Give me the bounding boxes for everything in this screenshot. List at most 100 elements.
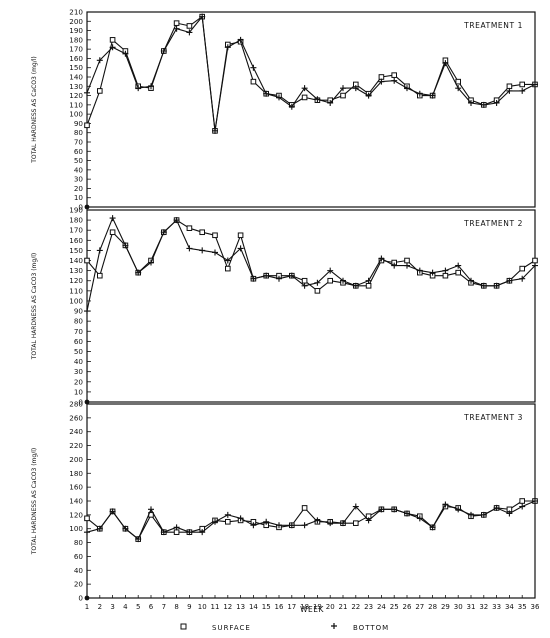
x-tick-label: 8: [174, 603, 178, 611]
bottom-point: [468, 511, 474, 518]
surface-point: [519, 265, 526, 272]
y-axis-label: TOTAL HARDNESS AS CaCO3 (mg/l): [31, 448, 38, 556]
y-tick-label: 80: [74, 317, 84, 326]
surface-point: [84, 515, 90, 522]
surface-point: [97, 272, 103, 279]
bottom-point: [237, 36, 244, 43]
y-axis-label: TOTAL HARDNESS AS CaCO3 (mg/l): [31, 56, 38, 164]
bottom-point: [84, 89, 90, 96]
y-tick-label: 160: [69, 54, 83, 63]
x-tick-label: 23: [364, 603, 373, 611]
surface-point: [532, 257, 538, 264]
surface-point: [365, 282, 372, 289]
origin-dot: [84, 399, 90, 405]
bottom-point: [416, 515, 423, 522]
y-tick-label: 10: [74, 193, 84, 202]
legend: SURFACE BOTTOM: [180, 623, 389, 632]
y-tick-label: 160: [69, 236, 83, 245]
y-tick-label: 200: [69, 17, 83, 26]
bottom-point: [224, 44, 231, 51]
bottom-point: [314, 517, 321, 524]
y-tick-label: 120: [69, 91, 83, 100]
surface-point: [250, 78, 257, 85]
bottom-point: [288, 522, 295, 529]
x-tick-label: 6: [149, 603, 154, 611]
bottom-point: [250, 275, 257, 282]
bottom-line: [86, 217, 536, 312]
bottom-point: [122, 50, 129, 57]
bottom-point: [468, 100, 474, 106]
x-tick-label: 29: [441, 603, 450, 611]
y-tick-label: 20: [74, 377, 84, 386]
bottom-point: [288, 272, 295, 279]
bottom-point: [109, 215, 116, 222]
bottom-point: [340, 520, 346, 527]
bottom-point: [263, 272, 270, 279]
y-tick-label: 10: [74, 387, 84, 396]
y-tick-label: 120: [69, 276, 83, 285]
bottom-point: [480, 282, 487, 289]
y-tick-label: 140: [69, 73, 83, 82]
y-tick-label: 50: [74, 347, 84, 356]
bottom-point: [404, 85, 410, 92]
bottom-point: [468, 277, 474, 284]
y-tick-label: 180: [69, 469, 83, 478]
bottom-point: [122, 525, 129, 532]
y-tick-label: 20: [74, 184, 84, 193]
x-tick-label: 22: [351, 603, 360, 611]
legend-bottom-label: BOTTOM: [353, 624, 389, 632]
y-tick-label: 100: [69, 296, 83, 305]
surface-point: [109, 37, 116, 43]
y-tick-label: 40: [74, 357, 84, 366]
bottom-point: [148, 259, 154, 266]
y-tick-label: 0: [78, 398, 83, 407]
y-tick-label: 220: [69, 441, 83, 450]
bottom-point: [391, 77, 398, 84]
x-tick-label: 25: [390, 603, 399, 611]
x-tick-label: 18: [300, 603, 309, 611]
surface-point: [391, 72, 397, 78]
bottom-point: [519, 503, 526, 510]
surface-point: [455, 269, 461, 276]
panel-treatment-2: TOTAL HARDNESS AS CaCO3 (mg/l) TREATMENT…: [31, 206, 538, 407]
x-axis-label: WEEK: [300, 605, 324, 614]
x-tick-label: 15: [262, 603, 271, 611]
y-tick-label: 190: [69, 206, 83, 215]
bottom-point: [506, 277, 513, 284]
bottom-line: [86, 16, 536, 132]
bottom-point: [212, 127, 218, 134]
surface-point: [173, 20, 180, 26]
bottom-point: [160, 229, 167, 236]
y-tick-label: 70: [74, 138, 84, 147]
bottom-point: [224, 257, 231, 264]
bottom-point: [135, 269, 142, 276]
bottom-point: [148, 506, 154, 513]
x-tick-label: 5: [136, 603, 140, 611]
x-tick-label: 10: [198, 603, 207, 611]
y-tick-label: 30: [74, 367, 84, 376]
bottom-point: [327, 520, 334, 527]
bottom-point: [250, 522, 257, 529]
x-tick-label: 30: [454, 603, 463, 611]
x-tick-label: 17: [287, 603, 296, 611]
y-tick-label: 100: [69, 524, 83, 533]
bottom-point: [352, 503, 359, 510]
y-tick-label: 180: [69, 216, 83, 225]
y-axis-ticks: 0 20 40 60 80 100 120 140 160 180 200 220 240 260 280: [69, 400, 91, 603]
panel-treatment-3: TOTAL HARDNESS AS CaCO3 (mg/l) TREATMENT…: [31, 400, 538, 603]
y-tick-label: 0: [78, 203, 83, 212]
bottom-point: [327, 267, 334, 274]
bottom-point: [314, 279, 321, 286]
bottom-point: [391, 506, 398, 513]
y-tick-label: 130: [69, 82, 83, 91]
surface-point: [340, 92, 346, 99]
x-tick-label: 14: [249, 603, 258, 611]
y-tick-label: 100: [69, 110, 83, 119]
bottom-point: [340, 277, 346, 284]
y-tick-label: 170: [69, 226, 83, 235]
bottom-point: [416, 267, 423, 274]
bottom-point: [327, 100, 334, 106]
